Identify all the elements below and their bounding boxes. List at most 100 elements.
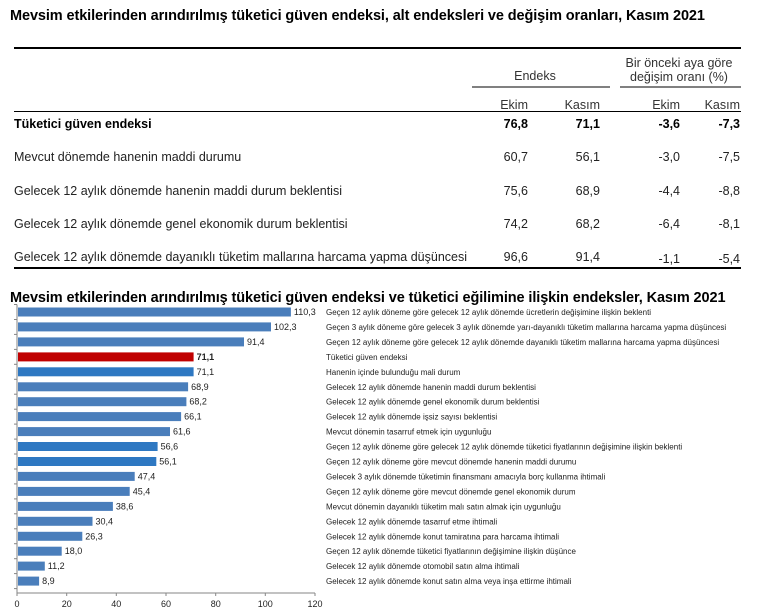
row-label: Gelecek 12 aylık dönemde genel ekonomik … — [14, 217, 348, 231]
cell-kasim: 91,4 — [575, 250, 600, 264]
col-header-kasim-change: Kasım — [704, 98, 740, 112]
cell-ekim: 75,6 — [503, 184, 528, 198]
bar — [18, 486, 130, 496]
bar — [18, 576, 40, 586]
cell-ekim-change: -1,1 — [658, 252, 680, 266]
cell-kasim-change: -8,1 — [718, 217, 740, 231]
header-change-underline — [620, 86, 741, 88]
category-label: Geçen 12 aylık döneme göre gelecek 12 ay… — [326, 308, 651, 317]
value-label: 26,3 — [85, 531, 103, 541]
x-tick-label: 60 — [161, 599, 171, 609]
bar — [18, 322, 271, 332]
bar — [18, 501, 113, 511]
table-top-rule — [14, 47, 741, 49]
cell-ekim-change: -3,6 — [658, 117, 680, 131]
category-label: Geçen 12 aylık döneme göre mevcut dönemd… — [326, 487, 576, 496]
category-label: Gelecek 3 aylık dönemde tüketimin finans… — [326, 472, 605, 481]
header-change-line2: değişim oranı (%) — [630, 70, 728, 84]
category-label: Mevcut dönemin tasarruf etmek için uygun… — [326, 428, 491, 437]
bar — [18, 397, 187, 407]
cell-kasim: 71,1 — [575, 117, 600, 131]
header-endeks: Endeks — [514, 69, 556, 83]
value-label: 68,9 — [191, 382, 209, 392]
cell-kasim: 68,9 — [575, 184, 600, 198]
col-header-kasim: Kasım — [564, 98, 600, 112]
category-label: Tüketici güven endeksi — [326, 353, 408, 362]
bar — [18, 352, 194, 362]
value-label: 11,2 — [48, 561, 65, 571]
cell-kasim-change: -8,8 — [718, 184, 740, 198]
value-label: 30,4 — [96, 516, 114, 526]
bar — [18, 442, 158, 451]
bar — [18, 471, 135, 481]
bar — [18, 307, 291, 317]
bar — [18, 382, 189, 392]
bar — [18, 531, 83, 541]
category-label: Mevcut dönemin dayanıklı tüketim malı sa… — [326, 502, 561, 511]
row-label: Mevcut dönemde hanenin maddi durumu — [14, 150, 242, 164]
cell-kasim-change: -7,5 — [718, 150, 740, 164]
row-label: Gelecek 12 aylık dönemde dayanıklı tüket… — [14, 250, 468, 264]
value-label: 45,4 — [133, 486, 151, 496]
bar — [18, 561, 45, 571]
cell-kasim: 56,1 — [575, 150, 600, 164]
category-label: Geçen 12 aylık döneme göre gelecek 12 ay… — [326, 338, 719, 347]
cell-ekim-change: -6,4 — [658, 217, 680, 231]
category-label: Gelecek 12 aylık dönemde hanenin maddi d… — [326, 383, 536, 392]
col-header-ekim: Ekim — [500, 98, 528, 112]
value-label: 47,4 — [138, 471, 156, 481]
value-label: 38,6 — [116, 501, 134, 511]
category-label: Hanenin içinde bulunduğu mali durum — [326, 368, 461, 377]
cell-ekim: 60,7 — [503, 150, 528, 164]
category-label: Gelecek 12 aylık dönemde konut tamiratın… — [326, 532, 559, 541]
value-label: 91,4 — [247, 337, 265, 347]
bar — [18, 427, 170, 437]
category-label: Gelecek 12 aylık dönemde tasarruf etme i… — [326, 517, 497, 526]
category-label: Gelecek 12 aylık dönemde otomobil satın … — [326, 562, 520, 571]
table-title: Mevsim etkilerinden arındırılmış tüketic… — [10, 8, 705, 24]
value-label: 66,1 — [184, 412, 202, 422]
cell-kasim: 68,2 — [575, 217, 600, 231]
category-label: Geçen 12 aylık döneme göre mevcut dönemd… — [326, 458, 576, 467]
value-label: 8,9 — [42, 576, 55, 586]
bar — [18, 457, 157, 466]
x-tick-label: 100 — [258, 599, 273, 609]
bar — [18, 546, 62, 556]
cell-ekim-change: -4,4 — [658, 184, 680, 198]
value-label: 68,2 — [189, 397, 207, 407]
header-change-line1: Bir önceki aya göre — [625, 56, 733, 70]
value-label: 110,3 — [294, 307, 316, 317]
value-label: 61,6 — [173, 427, 191, 437]
cell-ekim: 76,8 — [503, 117, 528, 131]
x-tick-label: 120 — [307, 599, 322, 609]
cell-kasim-change: -7,3 — [718, 117, 740, 131]
col-header-ekim-change: Ekim — [652, 98, 680, 112]
bar — [18, 367, 194, 377]
cell-ekim: 96,6 — [503, 250, 528, 264]
x-tick-label: 80 — [211, 599, 221, 609]
cell-ekim-change: -3,0 — [658, 150, 680, 164]
bar — [18, 337, 244, 347]
cell-ekim: 74,2 — [503, 217, 528, 231]
cell-kasim-change: -5,4 — [718, 252, 740, 266]
category-label: Gelecek 12 aylık dönemde konut satın alm… — [326, 577, 572, 586]
value-label: 56,1 — [159, 457, 177, 467]
value-label: 18,0 — [65, 546, 83, 556]
row-label: Gelecek 12 aylık dönemde hanenin maddi d… — [14, 184, 342, 198]
value-label: 71,1 — [197, 352, 215, 362]
bar — [18, 412, 182, 422]
x-tick-label: 40 — [111, 599, 121, 609]
bar — [18, 516, 93, 526]
value-label: 56,6 — [161, 442, 179, 452]
row-label: Tüketici güven endeksi — [14, 117, 152, 131]
table-bottom-rule — [14, 267, 741, 269]
header-endeks-underline — [472, 86, 610, 88]
category-label: Geçen 3 aylık döneme göre gelecek 3 aylı… — [326, 323, 726, 332]
chart-title: Mevsim etkilerinden arındırılmış tüketic… — [10, 290, 726, 306]
category-label: Gelecek 12 aylık dönemde işsiz sayısı be… — [326, 413, 497, 422]
value-label: 102,3 — [274, 322, 297, 332]
x-tick-label: 20 — [62, 599, 72, 609]
header-bottom-rule — [14, 111, 741, 112]
x-tick-label: 0 — [14, 599, 19, 609]
